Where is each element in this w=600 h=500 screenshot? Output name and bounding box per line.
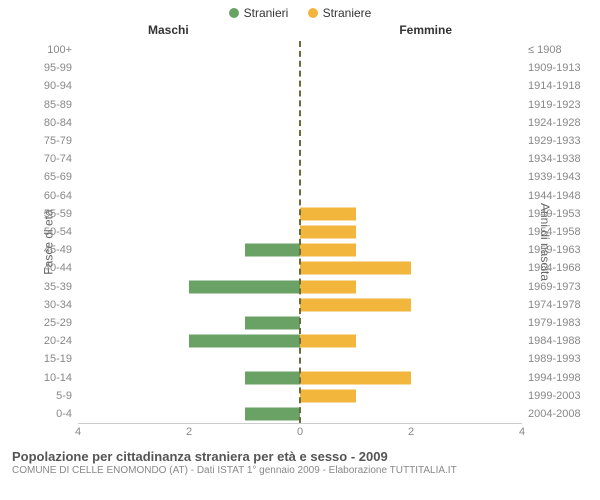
birth-year-label: 1909-1913 [528,62,581,74]
age-label: 40-44 [44,262,72,274]
age-label: 25-29 [44,317,72,329]
birth-year-label: 1924-1928 [528,117,581,129]
x-axis-baseline [78,423,522,424]
age-label: 30-34 [44,299,72,311]
bar-female [300,389,356,402]
birth-year-label: 1934-1938 [528,153,581,165]
x-tick: 4 [75,426,81,438]
birth-year-label: 1949-1953 [528,208,581,220]
age-label: 35-39 [44,281,72,293]
age-label: 20-24 [44,335,72,347]
age-label: 50-54 [44,226,72,238]
age-label: 95-99 [44,62,72,74]
age-label: 90-94 [44,80,72,92]
birth-year-label: 1929-1933 [528,135,581,147]
bar-female [300,207,356,220]
birth-year-label: 1994-1998 [528,372,581,384]
bar-female [300,226,356,239]
center-axis-line [299,41,301,423]
bar-male [245,244,301,257]
age-label: 10-14 [44,372,72,384]
birth-year-label: 1999-2003 [528,390,581,402]
age-label: 80-84 [44,117,72,129]
bar-female [300,244,356,257]
bar-female [300,280,356,293]
x-tick: 2 [186,426,192,438]
legend-swatch-male [229,8,239,18]
age-label: 100+ [47,44,72,56]
bar-female [300,335,356,348]
chart-container: Stranieri Straniere Maschi Femmine Fasce… [0,0,600,500]
plot-area: Fasce di età Anni di nascita 100+≤ 19089… [78,41,522,443]
age-label: 55-59 [44,208,72,220]
birth-year-label: 1969-1973 [528,281,581,293]
legend-label-male: Stranieri [244,6,289,20]
birth-year-label: 1919-1923 [528,99,581,111]
birth-year-label: 2004-2008 [528,408,581,420]
legend-item-female: Straniere [308,6,372,20]
birth-year-label: ≤ 1908 [528,44,562,56]
birth-year-label: 1979-1983 [528,317,581,329]
birth-year-label: 1984-1988 [528,335,581,347]
footer-title: Popolazione per cittadinanza straniera p… [12,449,588,464]
legend: Stranieri Straniere [8,6,592,21]
bar-female [300,371,411,384]
birth-year-label: 1944-1948 [528,190,581,202]
age-label: 15-19 [44,353,72,365]
age-label: 5-9 [56,390,72,402]
chart-footer: Popolazione per cittadinanza straniera p… [8,443,592,476]
column-headers: Maschi Femmine [8,23,592,41]
birth-year-label: 1914-1918 [528,80,581,92]
header-female: Femmine [399,23,452,37]
bar-male [189,335,300,348]
bar-male [189,280,300,293]
birth-year-label: 1939-1943 [528,171,581,183]
birth-year-label: 1954-1958 [528,226,581,238]
bar-male [245,316,301,329]
header-male: Maschi [148,23,189,37]
age-label: 0-4 [56,408,72,420]
bar-male [245,371,301,384]
x-tick: 4 [519,426,525,438]
bar-female [300,262,411,275]
age-label: 70-74 [44,153,72,165]
x-tick: 2 [408,426,414,438]
x-tick: 0 [297,426,303,438]
age-label: 65-69 [44,171,72,183]
legend-swatch-female [308,8,318,18]
birth-year-label: 1974-1978 [528,299,581,311]
bar-male [245,407,301,420]
age-label: 45-49 [44,244,72,256]
age-label: 75-79 [44,135,72,147]
legend-label-female: Straniere [323,6,372,20]
birth-year-label: 1989-1993 [528,353,581,365]
birth-year-label: 1964-1968 [528,262,581,274]
legend-item-male: Stranieri [229,6,289,20]
footer-subtitle: COMUNE DI CELLE ENOMONDO (AT) - Dati IST… [12,465,588,476]
age-label: 60-64 [44,190,72,202]
birth-year-label: 1959-1963 [528,244,581,256]
bar-female [300,298,411,311]
age-label: 85-89 [44,99,72,111]
x-axis: 4 2 0 2 4 [78,423,522,443]
